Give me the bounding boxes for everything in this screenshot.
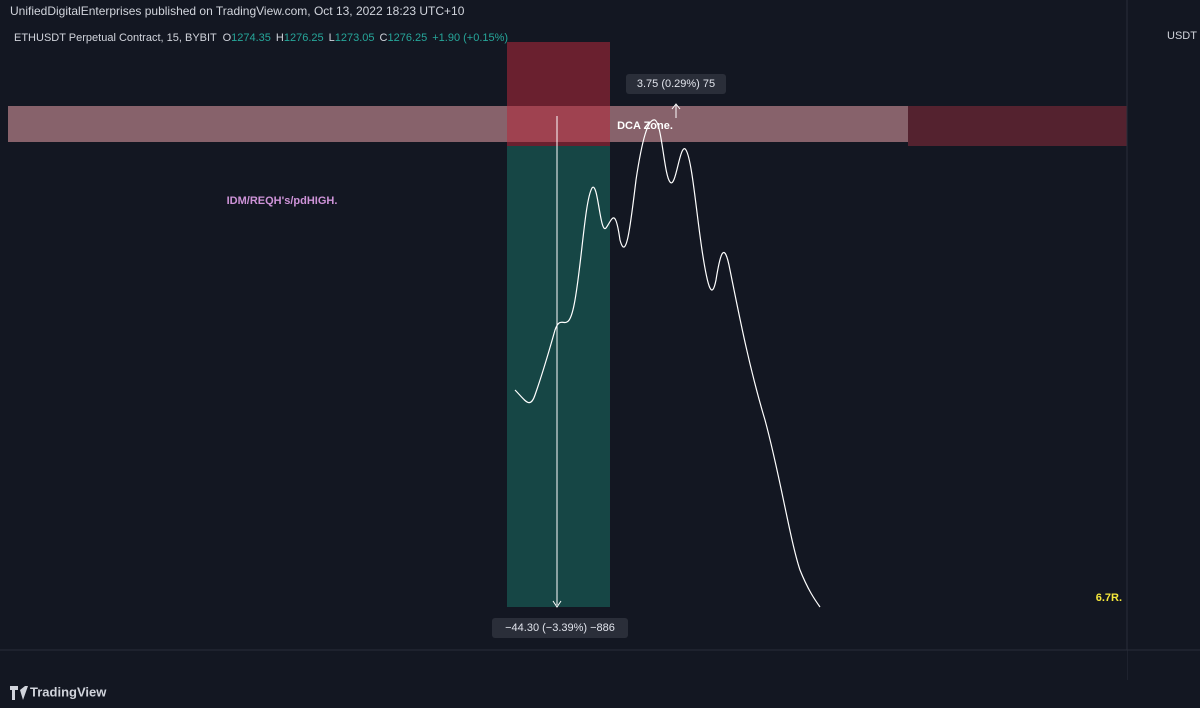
target-label-box xyxy=(626,74,726,94)
target-label: 3.75 (0.29%) 75 xyxy=(637,78,715,90)
idm-annotation: IDM/REQH's/pdHIGH. xyxy=(227,195,338,207)
position-target-zone xyxy=(507,42,610,146)
zone-annotation: DCA Zone. xyxy=(617,120,673,132)
ohlc-value: 1273.05 xyxy=(335,32,375,44)
ohlc-letter: H xyxy=(276,32,284,44)
stop-label: −44.30 (−3.39%) −886 xyxy=(505,622,615,634)
stop-label-box xyxy=(492,618,628,638)
dca-zone-extension xyxy=(908,106,1127,146)
rr-annotation: 6.7R. xyxy=(1096,592,1122,604)
ohlc-value: 1276.25 xyxy=(387,32,427,44)
currency: USDT xyxy=(1167,30,1197,42)
footer xyxy=(0,680,1200,708)
ohlc-letter: L xyxy=(329,32,335,44)
brand-logo xyxy=(10,686,28,700)
price-axis xyxy=(1127,0,1200,708)
dca-zone xyxy=(8,106,908,142)
ohlc-value: 1274.35 xyxy=(231,32,271,44)
target-arrow-head xyxy=(671,103,681,110)
symbol: ETHUSDT Perpetual Contract, 15, BYBIT xyxy=(14,32,217,44)
ohlc-value: 1276.25 xyxy=(284,32,324,44)
position-stop-zone xyxy=(507,146,610,607)
ohlc-letter: C xyxy=(380,32,388,44)
publish-header: UnifiedDigitalEnterprises published on T… xyxy=(10,4,465,18)
time-axis xyxy=(0,650,1127,680)
symbol-legend: ETHUSDT Perpetual Contract, 15, BYBIT O12… xyxy=(14,32,508,44)
ohlc-letter: O xyxy=(223,32,232,44)
brand: TradingView xyxy=(30,684,107,699)
freehand-curve xyxy=(514,119,821,608)
change: +1.90 (+0.15%) xyxy=(432,32,508,44)
measure-arrow-head xyxy=(552,600,562,608)
